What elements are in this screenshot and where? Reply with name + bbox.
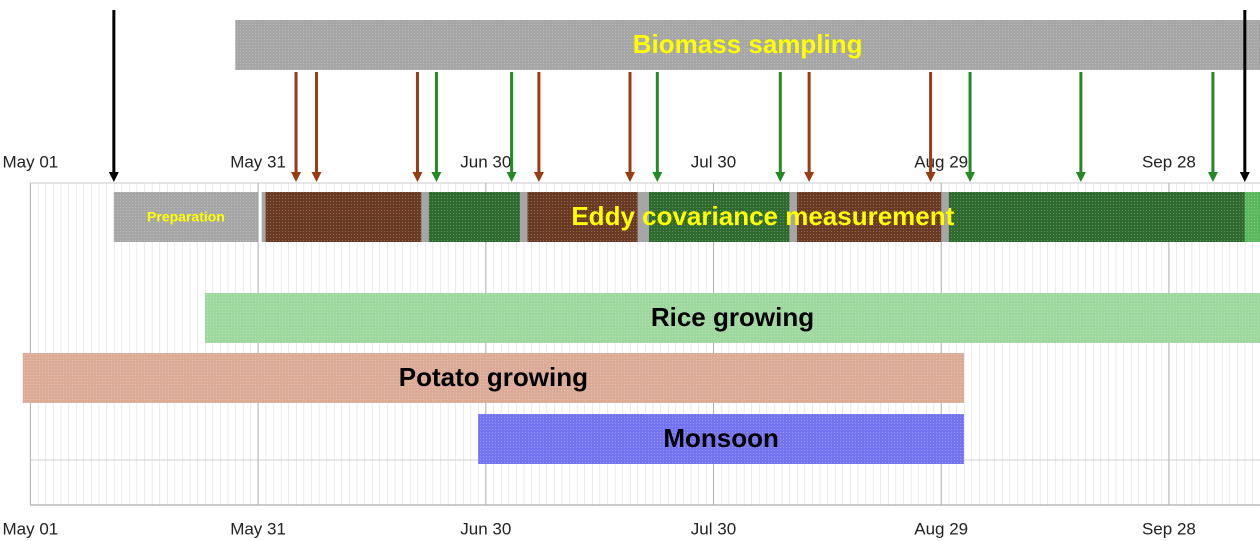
x-tick-label-top: Jun 30 [460, 152, 511, 171]
arrow [1207, 72, 1218, 182]
x-tick-label: Sep 28 [1142, 519, 1196, 538]
x-tick-label: Jul 30 [691, 519, 736, 538]
arrow [625, 72, 635, 182]
arrow [431, 72, 442, 182]
bar-label: Biomass sampling [633, 29, 863, 59]
bar-label: Preparation [147, 209, 225, 225]
x-tick-label: May 01 [2, 519, 58, 538]
arrow [108, 10, 119, 182]
x-tick-label-top: Sep 28 [1142, 152, 1196, 171]
arrow [533, 72, 544, 182]
bar-texture [478, 414, 964, 464]
bar-texture [648, 192, 790, 242]
arrow [412, 72, 423, 182]
arrow [652, 72, 663, 182]
bar-label: Potato growing [399, 362, 588, 392]
bar-texture [948, 192, 1245, 242]
bar-label: Rice growing [651, 302, 814, 332]
arrow [965, 72, 976, 182]
bar-texture [22, 353, 964, 403]
x-tick-label-top: Jul 30 [691, 152, 736, 171]
x-tick-label: Aug 29 [914, 519, 968, 538]
bar-texture [527, 192, 638, 242]
bar-texture [428, 192, 520, 242]
arrow [804, 72, 815, 182]
bar-texture [113, 192, 259, 242]
x-tick-label: May 31 [230, 519, 286, 538]
bar-label: Eddy covariance measurement [571, 201, 954, 231]
bar-label: Monsoon [663, 423, 779, 453]
arrow [925, 72, 936, 182]
arrow [1075, 72, 1086, 182]
x-tick-label: Jun 30 [460, 519, 511, 538]
bar-texture [796, 192, 942, 242]
bar-texture [1244, 192, 1260, 242]
bar-texture [265, 192, 422, 242]
bar-texture [235, 20, 1260, 70]
arrow [311, 72, 322, 182]
x-tick-label-top: Aug 29 [914, 152, 968, 171]
x-tick-label-top: May 01 [2, 152, 58, 171]
arrow [1239, 10, 1250, 182]
arrow [775, 72, 786, 182]
arrow [291, 72, 302, 182]
bar-texture [204, 293, 1260, 343]
arrow [506, 72, 517, 182]
x-tick-label-top: May 31 [230, 152, 286, 171]
